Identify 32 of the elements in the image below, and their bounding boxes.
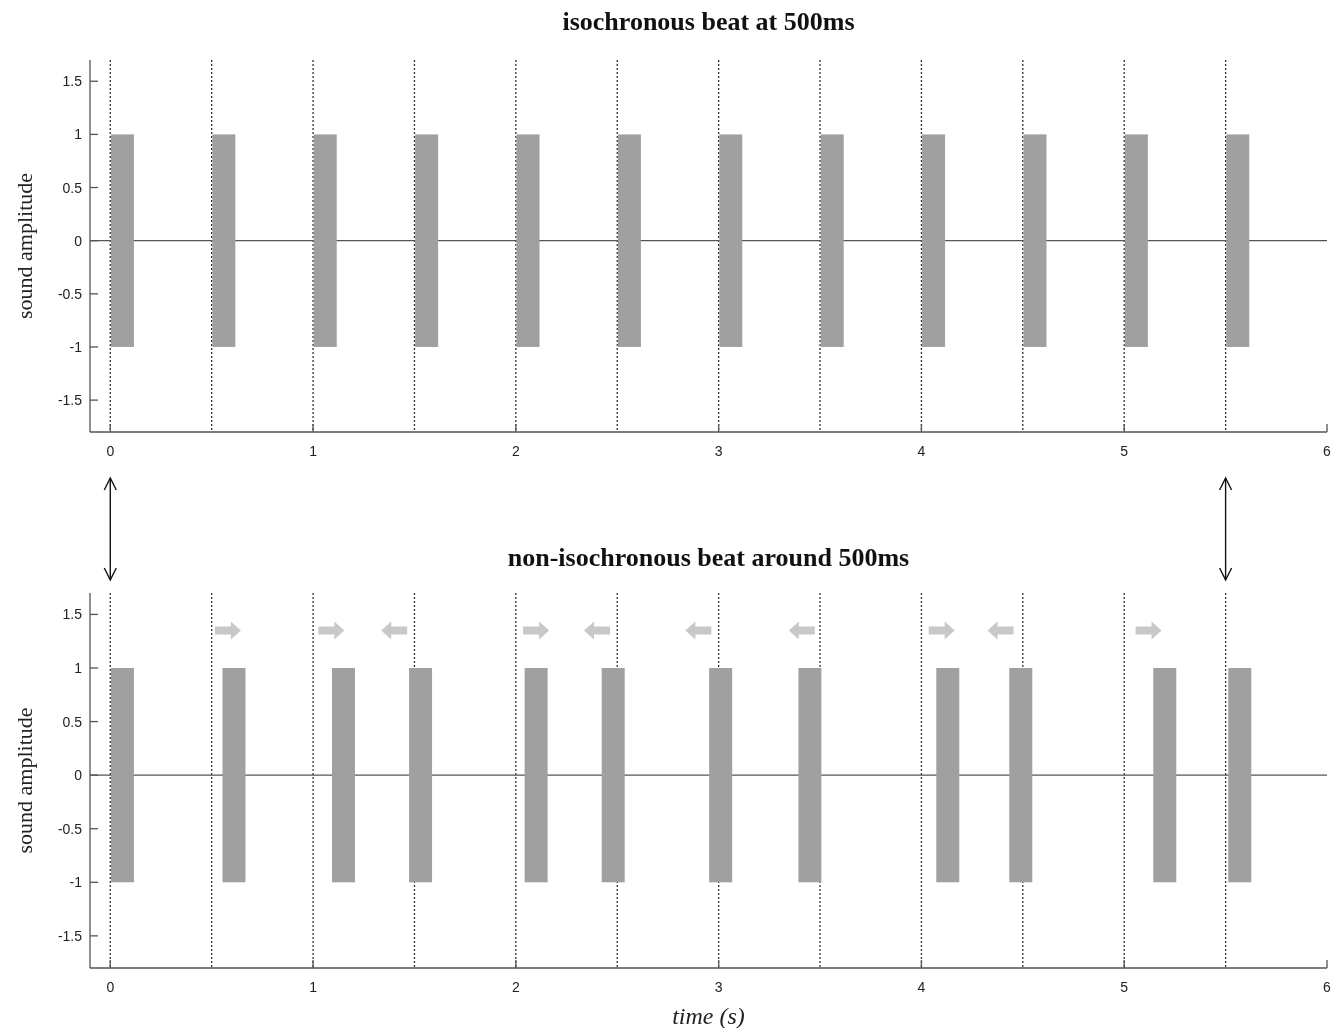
y-tick-label: 1 [74,126,83,143]
y-tick-label: 0.5 [62,179,83,196]
y-tick-label: 0 [74,767,83,784]
y-tick-label: -0.5 [57,820,83,837]
y-tick-label: -1.5 [57,392,83,409]
y-tick-label: -1.5 [57,927,83,944]
x-tick-label: 1 [309,979,318,995]
x-tick-label: 1 [309,443,318,459]
y-tick-label: -1 [69,874,83,891]
x-tick-label: 3 [714,443,723,459]
y-tick-label: 1.5 [62,73,83,90]
x-tick-label: 3 [714,979,723,995]
chart-title: non-isochronous beat around 500ms [507,543,910,572]
y-tick-label: -1 [69,338,83,355]
y-tick-label: 0 [74,232,83,249]
y-axis-title: sound amplitude [12,707,37,854]
x-tick-label: 6 [1323,979,1332,995]
y-tick-label: 1 [74,660,83,676]
y-tick-label: 1.5 [62,606,83,623]
x-tick-label: 2 [511,443,520,459]
x-tick-label: 4 [917,443,926,459]
x-tick-label: 2 [511,979,520,995]
chart-title: isochronous beat at 500ms [562,7,855,36]
x-tick-label: 5 [1120,979,1129,995]
x-tick-label: 0 [106,979,115,995]
y-axis-title: sound amplitude [12,172,37,320]
x-tick-label: 4 [917,979,926,995]
x-tick-label: 5 [1120,443,1129,459]
y-tick-label: -0.5 [57,285,83,302]
y-tick-label: 0.5 [62,713,83,730]
x-tick-label: 0 [106,443,115,459]
x-tick-label: 6 [1323,443,1332,459]
